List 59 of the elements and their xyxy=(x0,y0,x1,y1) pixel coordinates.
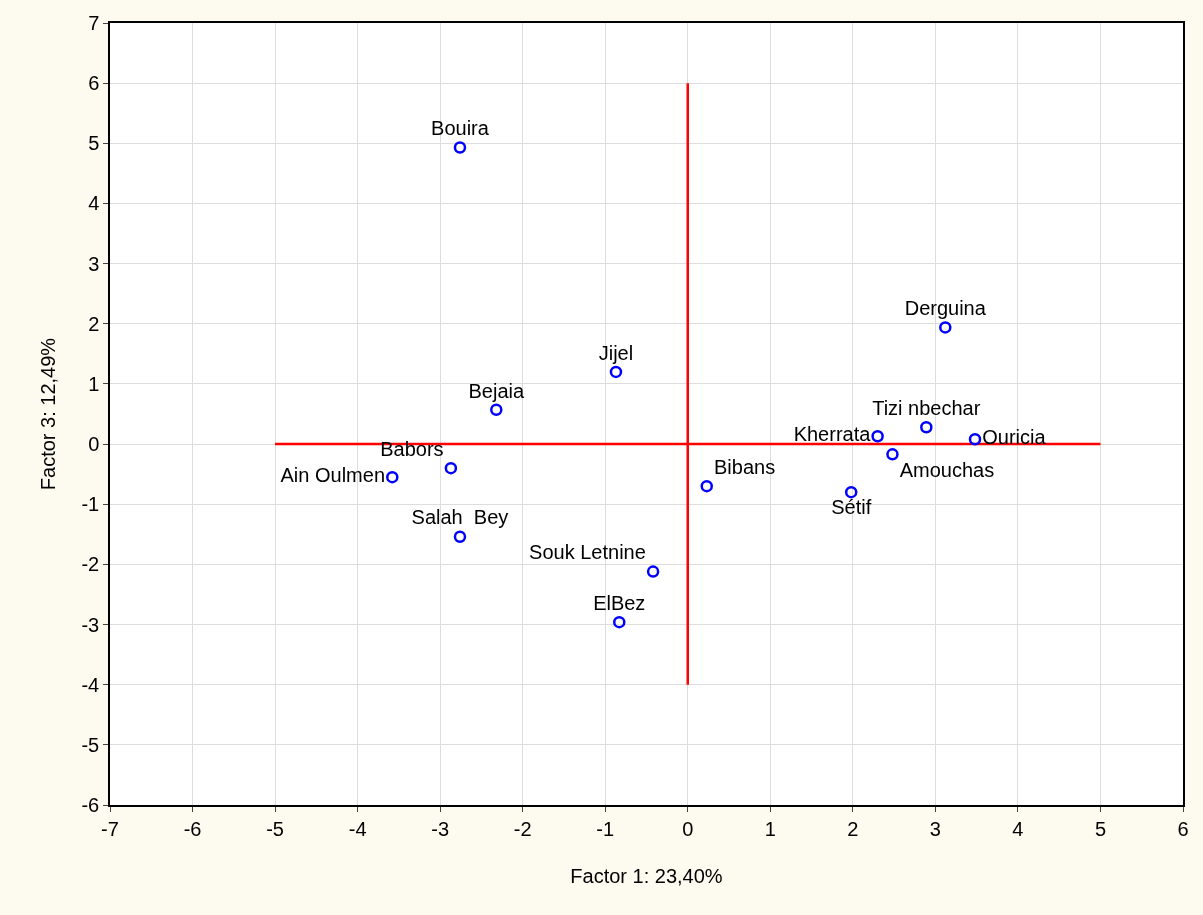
series-label: Bouira xyxy=(431,117,490,140)
x-tick-label: 5 xyxy=(1094,817,1107,840)
x-tick-label: 3 xyxy=(929,817,941,840)
y-tick-label: -5 xyxy=(81,733,100,756)
point xyxy=(386,470,399,484)
point xyxy=(613,615,626,629)
series-label: Bibans xyxy=(714,455,776,478)
y-axis-title: Factor 3: 12,49% xyxy=(37,337,60,491)
y-tick-label: 1 xyxy=(88,372,100,395)
x-tick-label: -3 xyxy=(431,817,450,840)
x-tick-label: 1 xyxy=(764,817,776,840)
point xyxy=(886,448,899,461)
point xyxy=(490,403,503,417)
y-tick-label: 4 xyxy=(88,192,100,215)
series-label: Ouricia xyxy=(982,426,1047,449)
y-tick-label: -6 xyxy=(81,794,100,816)
series-label: Souk Letnine xyxy=(529,541,646,564)
x-tick-label: 6 xyxy=(1177,817,1189,840)
y-tick-label: 3 xyxy=(88,252,100,275)
y-tick-label: 5 xyxy=(88,132,100,155)
point xyxy=(844,485,858,499)
y-tick-label: -1 xyxy=(81,493,100,516)
series-label: Amouchas xyxy=(899,458,995,481)
series-label: Derguina xyxy=(904,297,987,320)
series-label: Tizi nbechar xyxy=(872,396,981,419)
point xyxy=(609,365,623,379)
point xyxy=(700,479,713,493)
point xyxy=(939,321,952,334)
series-label: Kherrata xyxy=(793,423,872,446)
point xyxy=(968,433,982,446)
y-tick-label: 0 xyxy=(88,433,100,456)
x-tick-label: 2 xyxy=(847,817,859,840)
x-tick-label: 4 xyxy=(1012,817,1024,840)
point xyxy=(444,461,458,475)
y-tick-label: -4 xyxy=(81,673,100,696)
series-label: Ain Oulmen xyxy=(280,464,386,487)
x-tick-label: 0 xyxy=(682,817,694,840)
point xyxy=(453,141,467,154)
y-tick-label: -2 xyxy=(81,553,100,576)
x-tick-label: -2 xyxy=(513,817,532,840)
y-tick-label: 2 xyxy=(88,312,100,335)
point xyxy=(920,420,933,434)
y-tick-label: -3 xyxy=(81,613,100,636)
point xyxy=(453,530,467,543)
x-tick-label: -6 xyxy=(183,817,202,840)
point xyxy=(646,565,660,578)
x-tick-label: -5 xyxy=(266,817,284,840)
series-label: Salah Bey xyxy=(411,506,509,529)
x-tick-label: -1 xyxy=(596,817,615,840)
series-label: Jijel xyxy=(598,341,634,364)
y-tick-label: 7 xyxy=(88,12,100,34)
point xyxy=(871,430,884,443)
x-tick-label: -4 xyxy=(348,817,367,840)
series-label: Sétif xyxy=(831,496,872,519)
y-tick-label: 6 xyxy=(88,72,100,95)
series-label: ElBez xyxy=(593,591,646,614)
x-tick-label: -7 xyxy=(101,817,119,840)
x-axis-title: Factor 1: 23,40% xyxy=(570,864,723,887)
series-label: Bejaia xyxy=(468,379,525,402)
